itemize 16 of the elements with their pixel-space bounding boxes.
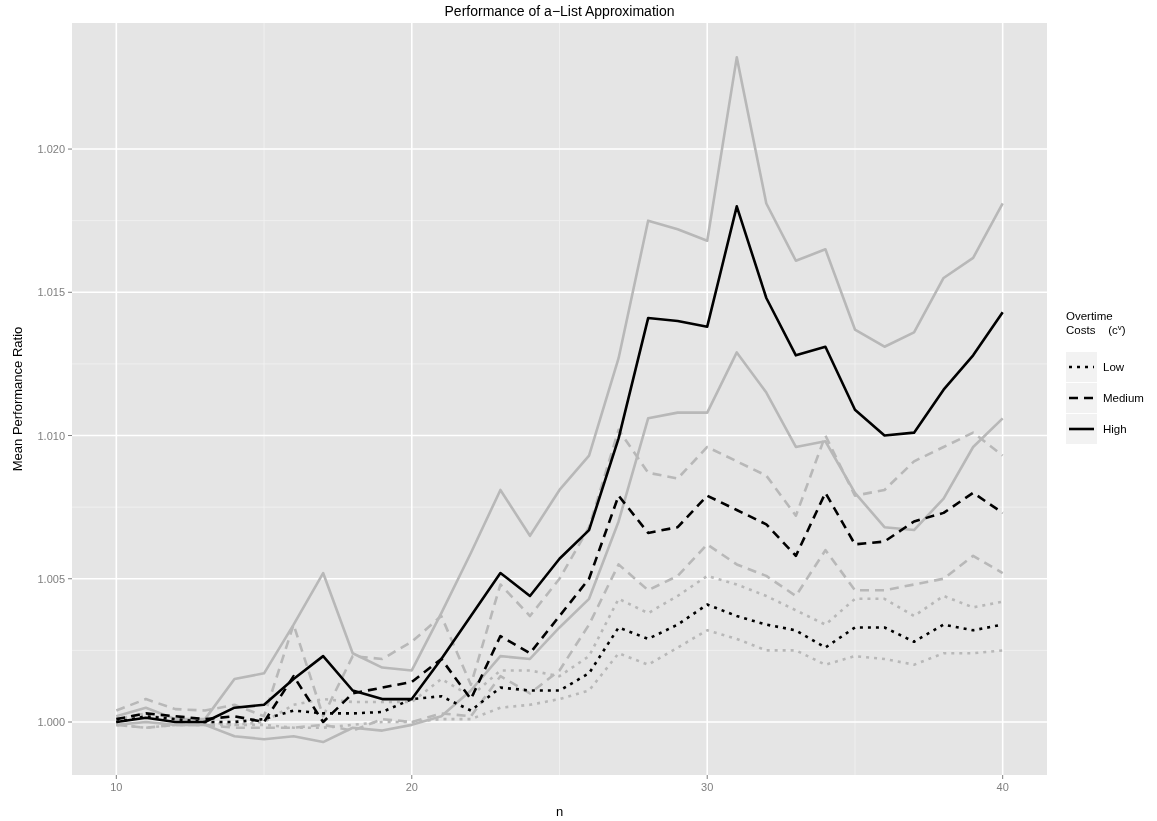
x-tick-label: 20 <box>405 781 418 793</box>
legend-title: Overtime Costs (c$^{v}$) <box>1066 310 1126 336</box>
y-tick-label: 1.020 <box>37 143 65 156</box>
y-tick-label: 1.010 <box>37 429 65 442</box>
legend-label: High <box>1103 423 1127 435</box>
chart-title: Performance of a−List Approximation <box>444 3 675 19</box>
y-tick-label: 1.015 <box>37 286 65 299</box>
y-tick-label: 1.000 <box>37 716 65 728</box>
y-axis-title: Mean Performance Ratio <box>10 326 25 472</box>
x-tick-label: 10 <box>110 781 123 793</box>
x-tick-label: 40 <box>996 781 1009 793</box>
x-tick-label: 30 <box>701 781 714 793</box>
x-axis-title: n <box>555 804 564 819</box>
y-tick-label: 1.005 <box>37 572 65 585</box>
legend-label: Low <box>1103 361 1125 373</box>
legend-label: Medium <box>1103 392 1144 404</box>
